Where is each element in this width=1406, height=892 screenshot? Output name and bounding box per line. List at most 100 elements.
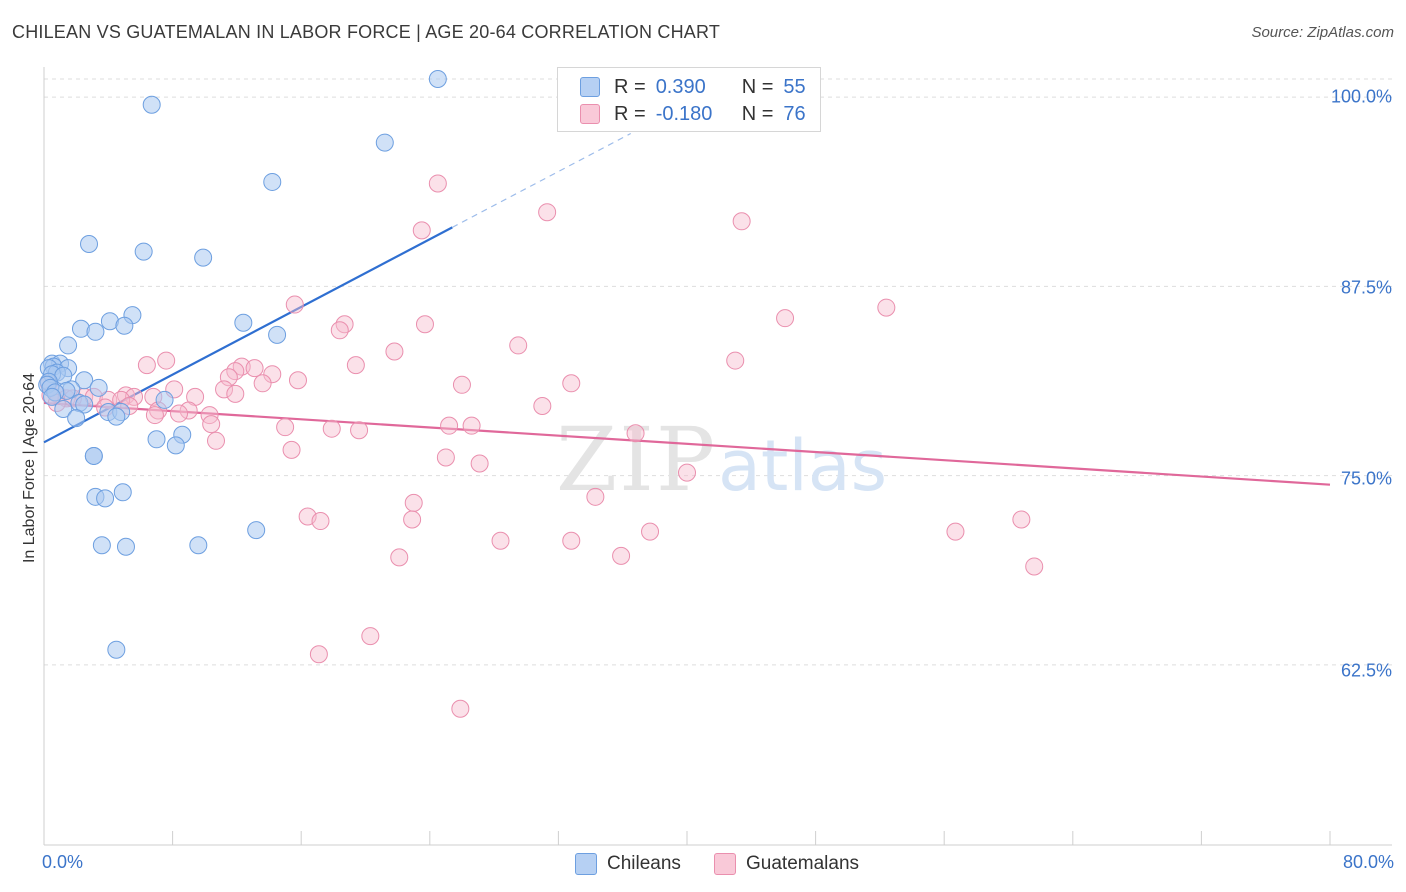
data-point-guatemalan (282, 440, 301, 459)
data-point-guatemalan (330, 321, 349, 340)
data-point-chilean (115, 316, 134, 335)
data-point-chilean (113, 483, 132, 502)
data-point-guatemalan (415, 315, 434, 334)
data-point-guatemalan (612, 546, 631, 565)
x-tick-min: 0.0% (42, 852, 84, 872)
data-point-guatemalan (263, 365, 282, 384)
trend-line-guatemalans (43, 401, 1331, 486)
data-point-chilean (155, 390, 174, 409)
data-point-chilean (166, 436, 185, 455)
data-point-chilean (268, 325, 287, 344)
data-point-chilean (96, 489, 115, 508)
legend-r-value: 0.390 (655, 75, 706, 98)
data-point-guatemalan (390, 548, 409, 567)
data-point-guatemalan (1012, 510, 1031, 529)
data-point-guatemalan (678, 463, 696, 482)
data-point-guatemalan (452, 375, 471, 394)
data-point-chilean (234, 313, 253, 332)
data-point-guatemalan (404, 493, 423, 512)
data-point-guatemalan (1025, 557, 1044, 576)
watermark-zip: ZIP (556, 408, 717, 511)
data-point-chilean (67, 409, 86, 428)
data-point-guatemalan (346, 356, 365, 375)
data-point-guatemalan (385, 342, 404, 361)
data-point-guatemalan (776, 309, 795, 328)
data-point-guatemalan (462, 416, 481, 435)
legend-row-chileans: R = 0.390 N = 55 (580, 74, 806, 100)
data-point-chilean (116, 537, 135, 556)
data-point-guatemalan (361, 627, 380, 646)
data-point-chilean (80, 235, 99, 254)
bottom-legend-label-chileans: Chileans (607, 853, 681, 874)
data-point-guatemalan (322, 419, 341, 438)
data-point-guatemalan (276, 418, 295, 437)
points-layer (38, 70, 1044, 718)
data-point-guatemalan (562, 374, 581, 393)
legend-r-label: R = (614, 75, 646, 98)
data-point-guatemalan (232, 357, 251, 376)
data-point-chilean (75, 371, 94, 390)
data-point-chilean (89, 378, 108, 397)
data-point-guatemalan (509, 336, 528, 355)
data-point-guatemalan (170, 404, 189, 423)
data-point-guatemalan (311, 512, 330, 531)
bottom-legend-swatch-guatemalans (714, 853, 736, 875)
data-point-guatemalan (157, 351, 176, 370)
data-point-chilean (107, 407, 126, 426)
data-point-guatemalan (586, 487, 605, 506)
chart-title: CHILEAN VS GUATEMALAN IN LABOR FORCE | A… (12, 22, 721, 42)
data-point-guatemalan (309, 645, 328, 664)
data-point-chilean (43, 387, 62, 406)
trend-line-chileans-extension (452, 132, 632, 228)
data-point-guatemalan (350, 421, 369, 440)
bottom-legend-label-guatemalans: Guatemalans (746, 853, 860, 874)
data-point-chilean (375, 133, 394, 152)
data-point-guatemalan (219, 368, 238, 387)
data-point-guatemalan (562, 531, 581, 550)
data-point-guatemalan (412, 221, 431, 240)
data-point-chilean (71, 319, 90, 338)
data-point-chilean (263, 172, 282, 191)
watermark: ZIP atlas (556, 408, 887, 511)
data-point-guatemalan (440, 416, 459, 435)
y-tick-100: 100.0% (1330, 86, 1392, 107)
data-point-chilean (194, 248, 213, 267)
data-point-chilean (189, 536, 208, 555)
legend-n-value: 55 (783, 75, 806, 98)
data-point-guatemalan (946, 522, 965, 541)
legend-r-value: -0.180 (655, 102, 713, 125)
data-point-guatemalan (285, 295, 304, 314)
data-point-chilean (75, 395, 94, 414)
data-point-guatemalan (137, 356, 156, 375)
data-point-guatemalan (641, 522, 660, 541)
data-point-guatemalan (226, 384, 245, 403)
data-point-guatemalan (200, 406, 219, 425)
data-point-guatemalan (538, 203, 557, 222)
data-point-guatemalan (215, 380, 234, 399)
data-point-chilean (92, 536, 111, 555)
axis-layer (43, 67, 1392, 846)
data-point-guatemalan (726, 351, 745, 370)
data-point-guatemalan (626, 424, 645, 443)
bottom-legend-swatch-chileans (575, 853, 597, 875)
data-point-chilean (142, 95, 161, 114)
data-point-guatemalan (533, 396, 552, 415)
data-point-guatemalan (491, 531, 510, 550)
data-point-guatemalan (145, 406, 164, 425)
legend-swatch-chileans (580, 77, 600, 97)
bottom-legend-chileans: Chileans (575, 853, 681, 875)
data-point-guatemalan (877, 298, 896, 317)
legend-r-label: R = (614, 102, 646, 125)
data-point-guatemalan (451, 699, 470, 718)
data-point-guatemalan (253, 374, 272, 393)
data-point-chilean (247, 521, 266, 540)
y-tick-62-5: 62.5% (1340, 660, 1392, 681)
data-point-chilean (54, 400, 73, 419)
y-tick-87-5: 87.5% (1340, 277, 1392, 298)
data-point-guatemalan (179, 401, 198, 420)
data-point-guatemalan (245, 359, 264, 378)
data-point-chilean (86, 322, 105, 341)
source-label: Source: ZipAtlas.com (1251, 24, 1394, 41)
data-point-guatemalan (335, 315, 354, 334)
